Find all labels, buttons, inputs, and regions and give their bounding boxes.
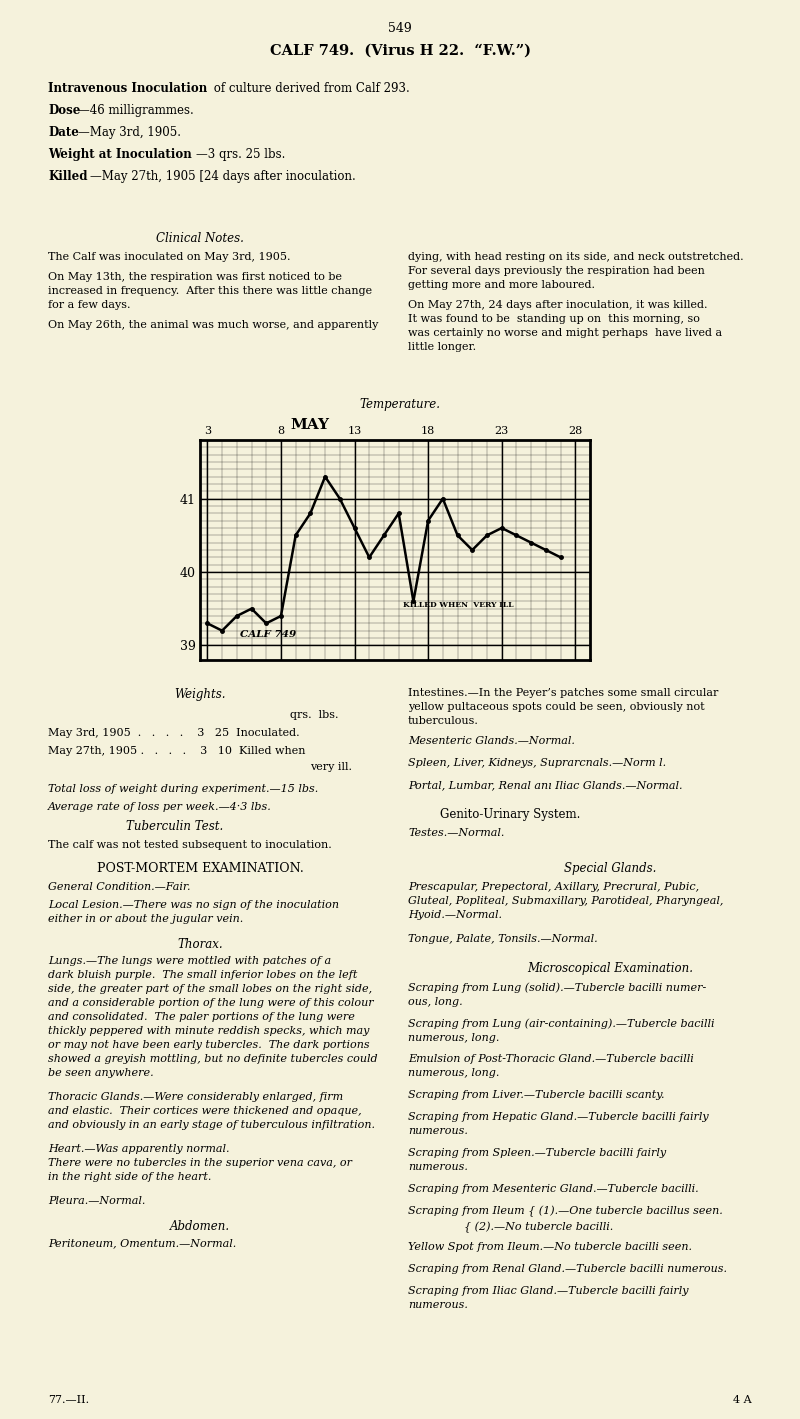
Text: qrs.  lbs.: qrs. lbs. [290,710,338,719]
Text: Peritoneum, Omentum.—Normal.: Peritoneum, Omentum.—Normal. [48,1237,236,1247]
Text: The calf was not tested subsequent to inoculation.: The calf was not tested subsequent to in… [48,840,332,850]
Text: —3 qrs. 25 lbs.: —3 qrs. 25 lbs. [196,148,286,160]
Text: May 27th, 1905 .   .   .   .    3   10  Killed when: May 27th, 1905 . . . . 3 10 Killed when [48,746,306,756]
Text: Emulsion of Post-Thoracic Gland.—Tubercle bacilli
numerous, long.: Emulsion of Post-Thoracic Gland.—Tubercl… [408,1054,694,1078]
Text: Weights.: Weights. [174,688,226,701]
Text: Intestines.—In the Peyer’s patches some small circular
yellow pultaceous spots c: Intestines.—In the Peyer’s patches some … [408,688,718,727]
Text: CALF 749.  (Virus H 22.  “F.W.”): CALF 749. (Virus H 22. “F.W.”) [270,44,530,58]
Text: On May 27th, 24 days after inoculation, it was killed.
It was found to be  stand: On May 27th, 24 days after inoculation, … [408,299,722,352]
Text: Special Glands.: Special Glands. [564,861,656,876]
Text: Dose: Dose [48,104,80,116]
Text: Clinical Notes.: Clinical Notes. [156,231,244,245]
Text: General Condition.—Fair.: General Condition.—Fair. [48,883,190,893]
Text: Thoracic Glands.—Were considerably enlarged, firm
and elastic.  Their cortices w: Thoracic Glands.—Were considerably enlar… [48,1093,375,1130]
Text: Prescapular, Prepectoral, Axillary, Precrural, Pubic,
Gluteal, Popliteal, Submax: Prescapular, Prepectoral, Axillary, Prec… [408,883,723,920]
Text: On May 26th, the animal was much worse, and apparently: On May 26th, the animal was much worse, … [48,321,378,331]
Text: —May 27th, 1905 [24 days after inoculation.: —May 27th, 1905 [24 days after inoculati… [90,170,356,183]
Text: Thorax.: Thorax. [177,938,223,951]
Text: very ill.: very ill. [310,762,352,772]
Text: Scraping from Hepatic Gland.—Tubercle bacilli fairly
numerous.: Scraping from Hepatic Gland.—Tubercle ba… [408,1112,709,1137]
Text: 77.—II.: 77.—II. [48,1395,89,1405]
Text: Scraping from Lung (air-containing).—Tubercle bacilli
numerous, long.: Scraping from Lung (air-containing).—Tub… [408,1017,714,1043]
Text: CALF 749: CALF 749 [240,630,296,639]
Text: On May 13th, the respiration was first noticed to be
increased in frequency.  Af: On May 13th, the respiration was first n… [48,272,372,309]
Text: Scraping from Spleen.—Tubercle bacilli fairly
numerous.: Scraping from Spleen.—Tubercle bacilli f… [408,1148,666,1172]
Text: Average rate of loss per week.—4·3 lbs.: Average rate of loss per week.—4·3 lbs. [48,802,272,812]
Text: The Calf was inoculated on May 3rd, 1905.: The Calf was inoculated on May 3rd, 1905… [48,253,290,263]
Text: Lungs.—The lungs were mottled with patches of a
dark bluish purple.  The small i: Lungs.—The lungs were mottled with patch… [48,956,378,1078]
Text: dying, with head resting on its side, and neck outstretched.
For several days pr: dying, with head resting on its side, an… [408,253,744,289]
Text: Scraping from Renal Gland.—Tubercle bacilli numerous.: Scraping from Renal Gland.—Tubercle baci… [408,1264,727,1274]
Text: of culture derived from Calf 293.: of culture derived from Calf 293. [210,82,410,95]
Text: —46 milligrammes.: —46 milligrammes. [78,104,194,116]
Text: Yellow Spot from Ileum.—No tubercle bacilli seen.: Yellow Spot from Ileum.—No tubercle baci… [408,1242,692,1252]
Text: Spleen, Liver, Kidneys, Suprarcnals.—Norm l.: Spleen, Liver, Kidneys, Suprarcnals.—Nor… [408,758,666,768]
Text: Testes.—Normal.: Testes.—Normal. [408,829,504,839]
Text: KILLED WHEN  VERY ILL: KILLED WHEN VERY ILL [403,602,514,609]
Text: Date: Date [48,126,79,139]
Text: —May 3rd, 1905.: —May 3rd, 1905. [78,126,181,139]
Text: Mesenteric Glands.—Normal.: Mesenteric Glands.—Normal. [408,736,575,746]
Text: 549: 549 [388,23,412,35]
Text: Abdomen.: Abdomen. [170,1220,230,1233]
Text: Local Lesion.—There was no sign of the inoculation
either in or about the jugula: Local Lesion.—There was no sign of the i… [48,900,339,924]
Text: POST-MORTEM EXAMINATION.: POST-MORTEM EXAMINATION. [97,861,303,876]
Text: Scraping from Lung (solid).—Tubercle bacilli numer-
ous, long.: Scraping from Lung (solid).—Tubercle bac… [408,982,706,1006]
Text: Scraping from Mesenteric Gland.—Tubercle bacilli.: Scraping from Mesenteric Gland.—Tubercle… [408,1183,698,1193]
Text: May 3rd, 1905  .   .   .   .    3   25  Inoculated.: May 3rd, 1905 . . . . 3 25 Inoculated. [48,728,300,738]
Text: Tongue, Palate, Tonsils.—Normal.: Tongue, Palate, Tonsils.—Normal. [408,934,598,944]
Text: 4 A: 4 A [734,1395,752,1405]
Text: Killed: Killed [48,170,87,183]
Text: Pleura.—Normal.: Pleura.—Normal. [48,1196,146,1206]
Text: Portal, Lumbar, Renal anı Iliac Glands.—Normal.: Portal, Lumbar, Renal anı Iliac Glands.—… [408,780,682,790]
Text: Scraping from Ileum { (1).—One tubercle bacillus seen.
                { (2).—No: Scraping from Ileum { (1).—One tubercle … [408,1206,722,1233]
Text: MAY: MAY [290,419,330,431]
Text: Heart.—Was apparently normal.
There were no tubercles in the superior vena cava,: Heart.—Was apparently normal. There were… [48,1144,352,1182]
Text: Intravenous Inoculation: Intravenous Inoculation [48,82,207,95]
Text: Genito-Urinary System.: Genito-Urinary System. [440,807,580,822]
Text: Temperature.: Temperature. [359,397,441,412]
Text: Scraping from Iliac Gland.—Tubercle bacilli fairly
numerous.: Scraping from Iliac Gland.—Tubercle baci… [408,1286,689,1310]
Text: Weight at Inoculation: Weight at Inoculation [48,148,192,160]
Text: Microscopical Examination.: Microscopical Examination. [527,962,693,975]
Text: Scraping from Liver.—Tubercle bacilli scanty.: Scraping from Liver.—Tubercle bacilli sc… [408,1090,665,1100]
Text: Tuberculin Test.: Tuberculin Test. [126,820,224,833]
Text: Total loss of weight during experiment.—15 lbs.: Total loss of weight during experiment.—… [48,785,318,795]
